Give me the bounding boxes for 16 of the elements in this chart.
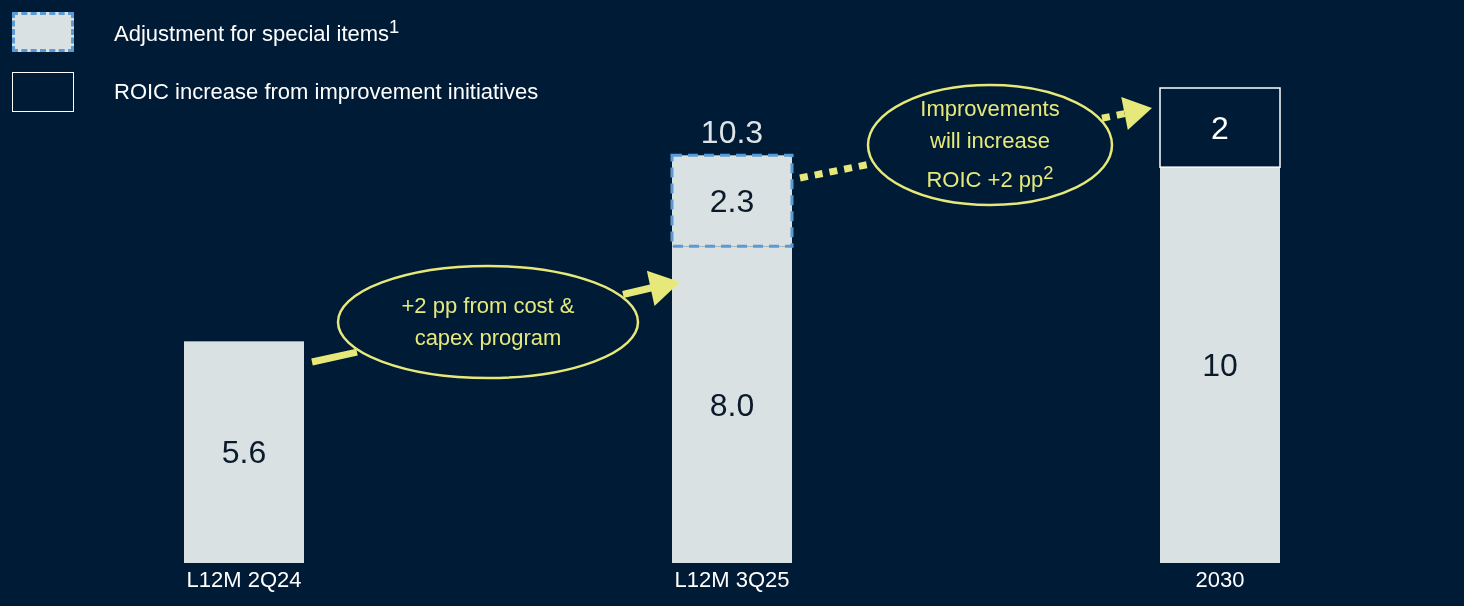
data-label: 10: [1202, 347, 1238, 384]
x-tick-label: L12M 3Q25: [674, 566, 790, 592]
bar: [1160, 167, 1280, 563]
data-label: 2: [1211, 109, 1229, 146]
data-label: 2.3: [709, 182, 755, 219]
data-label: 8.0: [709, 386, 755, 423]
data-label: 5.6: [221, 434, 267, 471]
total-label: 10.3: [700, 114, 764, 151]
annotation: +2 pp from cost & capex program: [400, 292, 576, 352]
bar: [184, 341, 304, 563]
bar: [1159, 87, 1281, 168]
x-tick-label: 2030: [1195, 566, 1245, 592]
x-tick-label: L12M 2Q24: [186, 566, 302, 592]
legend-label: ROIC increase from improvement initiatives: [114, 79, 539, 105]
annotation: Improvements will increase ROIC +2 pp$^{2}$: [919, 95, 1061, 195]
legend-label: Adjustment for special items$^{1}$: [114, 16, 400, 48]
